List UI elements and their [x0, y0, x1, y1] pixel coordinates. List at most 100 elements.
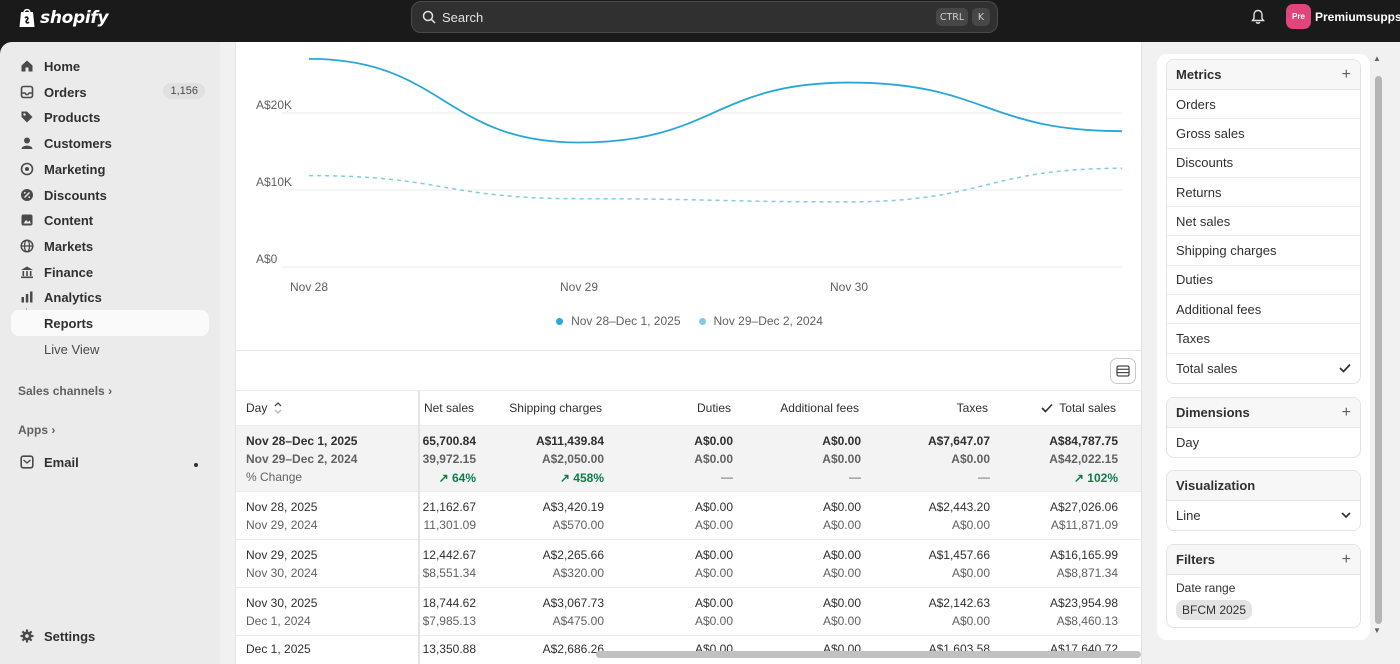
header-shipping-charges[interactable]: Shipping charges	[496, 391, 602, 425]
table-row[interactable]: Dec 1, 2025 13,350.88 A$2,686.26 A$0.00 …	[236, 635, 1141, 664]
sidebar-label: Settings	[44, 628, 96, 644]
sidebar-item-email[interactable]: Email	[11, 449, 209, 475]
sidebar-item-live-view[interactable]: Live View	[11, 336, 209, 362]
metric-label: Shipping charges	[1176, 243, 1277, 259]
header-duties[interactable]: Duties	[656, 391, 731, 425]
email-icon	[19, 454, 35, 470]
metric-item[interactable]: Duties	[1167, 266, 1360, 296]
add-filter-plus-icon[interactable]: +	[1341, 550, 1351, 568]
scroll-up-icon[interactable]: ▲	[1373, 54, 1381, 63]
metric-item[interactable]: Discounts	[1167, 149, 1360, 178]
table-row[interactable]: Nov 29, 2025 Nov 30, 2024 12,442.67 $8,5…	[236, 539, 1141, 587]
orders-icon	[19, 84, 35, 100]
header-total-sales[interactable]: Total sales	[1026, 391, 1116, 425]
sidebar-item-marketing[interactable]: Marketing	[11, 156, 209, 182]
sidebar-item-analytics[interactable]: Analytics	[11, 284, 209, 310]
header-day[interactable]: Day	[246, 391, 283, 425]
sidebar-item-orders[interactable]: Orders 1,156	[11, 79, 209, 105]
sidebar-item-markets[interactable]: Markets	[11, 233, 209, 259]
row-fees-previous: A$0.00	[822, 518, 861, 532]
chart-legend: Nov 28–Dec 1, 2025 Nov 29–Dec 2, 2024	[236, 314, 1141, 328]
vertical-scrollbar-thumb[interactable]	[1375, 76, 1382, 624]
filter-chip[interactable]: BFCM 2025	[1176, 600, 1253, 620]
table-row[interactable]: Nov 28, 2025 Nov 29, 2024 21,162.67 11,3…	[236, 491, 1141, 539]
scroll-down-icon[interactable]: ▼	[1373, 626, 1381, 635]
row-taxes-current: A$2,443.20	[928, 500, 990, 514]
top-bar: shopify Search CTRL K Pre Premiumsupps	[0, 0, 1400, 42]
filters-section: Filters + Date range BFCM 2025	[1166, 544, 1361, 628]
chevron-right-icon: ›	[108, 384, 113, 398]
summary-day-cell: Nov 28–Dec 1, 2025 Nov 29–Dec 2, 2024 % …	[236, 426, 418, 491]
header-additional-fees[interactable]: Additional fees	[756, 391, 859, 425]
shopify-logo[interactable]: shopify	[18, 7, 109, 28]
sidebar-item-products[interactable]: Products	[11, 104, 209, 130]
visualization-select[interactable]: Line	[1167, 501, 1360, 530]
sidebar-label: Analytics	[44, 289, 102, 305]
legend-item-current[interactable]: Nov 28–Dec 1, 2025	[556, 314, 681, 328]
metric-item[interactable]: Taxes	[1167, 324, 1360, 354]
header-net-sales[interactable]: Net sales	[420, 391, 474, 425]
sidebar-item-reports[interactable]: Reports	[11, 310, 209, 336]
sidebar-item-discounts[interactable]: Discounts	[11, 182, 209, 208]
sidebar-item-content[interactable]: Content	[11, 207, 209, 233]
metric-item[interactable]: Gross sales	[1167, 119, 1360, 149]
store-name[interactable]: Premiumsupps	[1315, 10, 1400, 24]
metric-item[interactable]: Orders	[1167, 90, 1360, 120]
sales-channels-label: Sales channels	[18, 384, 105, 398]
metric-item[interactable]: Net sales	[1167, 207, 1360, 237]
summary-net-sales-current: 65,700.84	[422, 434, 476, 448]
columns-icon	[1116, 365, 1130, 377]
sidebar-item-customers[interactable]: Customers	[11, 130, 209, 156]
legend-label: Nov 29–Dec 2, 2024	[713, 314, 823, 328]
row-taxes-previous: A$0.00	[951, 566, 990, 580]
metric-label: Net sales	[1176, 213, 1231, 229]
summary-shipping-previous: A$2,050.00	[541, 452, 604, 466]
series-line-current[interactable]	[308, 57, 1123, 144]
row-shipping-current: A$2,265.66	[542, 548, 604, 562]
search-bar[interactable]: Search CTRL K	[411, 1, 998, 33]
y-tick-label: A$20K	[256, 98, 292, 112]
row-duties-current: A$0.00	[694, 596, 733, 610]
metric-item-selected[interactable]: Total sales	[1167, 354, 1360, 383]
row-total-previous: A$8,460.13	[1056, 614, 1118, 628]
metric-item[interactable]: Shipping charges	[1167, 236, 1360, 266]
series-line-previous[interactable]	[308, 167, 1123, 203]
table-row[interactable]: Nov 30, 2025 Dec 1, 2024 18,744.62 $7,98…	[236, 587, 1141, 635]
sidebar-item-home[interactable]: Home	[11, 53, 209, 79]
content-icon	[19, 212, 35, 228]
legend-item-previous[interactable]: Nov 29–Dec 2, 2024	[698, 314, 823, 328]
sales-channels-heading[interactable]: Sales channels ›	[18, 384, 112, 398]
add-dimension-plus-icon[interactable]: +	[1341, 403, 1351, 421]
summary-taxes-change: —	[978, 470, 990, 484]
row-fees-current: A$0.00	[822, 548, 861, 562]
dimension-item[interactable]: Day	[1167, 428, 1360, 457]
metric-item[interactable]: Returns	[1167, 178, 1360, 208]
horizontal-scrollbar[interactable]	[596, 651, 1141, 658]
header-net-sales-label: Net sales	[423, 401, 474, 415]
row-total-previous: A$8,871.34	[1056, 566, 1118, 580]
sidebar-item-settings[interactable]: Settings	[11, 623, 209, 649]
summary-total-change-value: 102%	[1087, 471, 1118, 485]
metric-item[interactable]: Additional fees	[1167, 295, 1360, 325]
table-header: Day Net sales Shipping charges Duties Ad…	[236, 391, 1141, 425]
filter-body: Date range BFCM 2025	[1167, 575, 1360, 626]
dimension-label: Day	[1176, 435, 1200, 451]
row-total-previous: A$11,871.09	[1050, 518, 1118, 532]
bell-icon[interactable]	[1250, 9, 1266, 25]
report-config-panel: Metrics + Orders Gross sales Discounts R…	[1157, 54, 1370, 640]
add-metric-plus-icon[interactable]: +	[1341, 65, 1351, 83]
summary-taxes-previous: A$0.00	[951, 452, 990, 466]
search-icon	[422, 10, 436, 24]
x-tick-label: Nov 30	[830, 280, 868, 294]
store-avatar[interactable]: Pre	[1286, 4, 1311, 29]
row-fees-current: A$0.00	[822, 500, 861, 514]
bank-icon	[19, 264, 35, 280]
sidebar-item-finance[interactable]: Finance	[11, 259, 209, 285]
header-taxes[interactable]: Taxes	[916, 391, 988, 425]
sidebar-label: Marketing	[44, 161, 106, 177]
chart-table-divider	[236, 350, 1141, 351]
discount-icon	[19, 187, 35, 203]
column-settings-button[interactable]	[1110, 358, 1136, 384]
apps-heading[interactable]: Apps ›	[18, 423, 55, 437]
visualization-header: Visualization	[1167, 471, 1360, 501]
